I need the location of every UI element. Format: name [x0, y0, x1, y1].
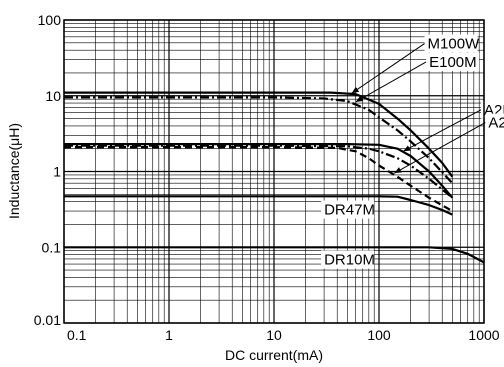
series-line-dr10m	[64, 246, 485, 264]
x-tick-label: 1000	[468, 327, 499, 343]
series-line	[64, 144, 454, 199]
series-line-dr47m	[64, 195, 453, 216]
series-layer	[64, 91, 485, 264]
plot-area: M100WE100MA2R2WA2R2MDR47MDR10M	[63, 19, 504, 324]
y-tick-label: 10	[45, 88, 61, 104]
series-line-a2r2w	[64, 143, 454, 199]
leader-arrow-m100w	[351, 43, 425, 94]
series-label-background	[321, 200, 375, 219]
x-tick-label: 1	[165, 327, 173, 343]
y-tick-label: 0.1	[42, 239, 62, 255]
series-line-e100m	[64, 96, 454, 184]
leader-arrow-a2r2w	[402, 109, 482, 152]
series-label-background	[485, 113, 504, 132]
series-line-a2r2m	[64, 146, 453, 213]
annotation-layer: M100WE100MA2R2WA2R2MDR47MDR10M	[321, 34, 504, 269]
y-tick-label: 0.01	[34, 312, 61, 328]
y-tick-labels: 0.01 0.1 1 10 100	[34, 12, 61, 328]
series-label-background	[424, 34, 478, 53]
x-tick-label: 10	[266, 327, 282, 343]
y-tick-label: 100	[38, 12, 62, 28]
x-axis-title: DC current(mA)	[225, 347, 323, 363]
leader-arrow-e100m	[355, 61, 427, 103]
leader-arrow-a2r2m	[394, 122, 486, 174]
series-label-dr10m: DR10M	[324, 252, 375, 269]
y-axis-title: Inductance(μH)	[6, 123, 22, 219]
plot-border	[63, 19, 485, 324]
series-label-background	[426, 52, 480, 71]
series-line-m100w	[64, 91, 454, 178]
series-label-a2r2m: A2R2M	[488, 115, 504, 132]
x-tick-label: 0.1	[67, 327, 87, 343]
x-tick-labels: 0.1 1 10 100 1000	[67, 327, 500, 343]
series-label-m100w: M100W	[428, 36, 481, 53]
series-label-background	[321, 250, 375, 269]
series-label-dr47m: DR47M	[324, 202, 375, 219]
series-label-e100m: E100M	[429, 54, 477, 71]
x-tick-label: 100	[367, 327, 391, 343]
y-tick-label: 1	[53, 164, 61, 180]
